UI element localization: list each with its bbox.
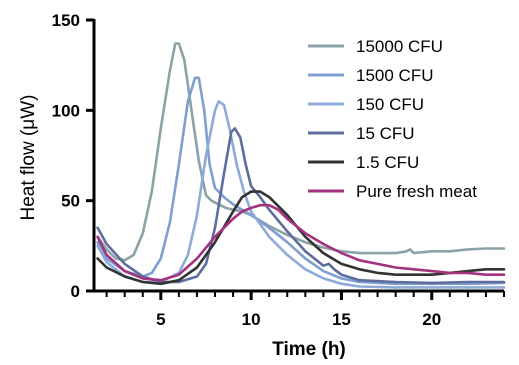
y-axis-title: Heat flow (μW)	[18, 94, 39, 220]
series-line-5	[96, 203, 506, 282]
series-line-1	[96, 76, 506, 286]
x-tick-label: 5	[156, 310, 165, 329]
y-tick-label: 50	[61, 192, 80, 211]
legend: 15000 CFU 1500 CFU 150 CFU 15 CFU 1.5 CFU Pur…	[308, 37, 477, 201]
y-tick-label: 100	[52, 101, 80, 120]
tick-labels: 0 50 100 150 5 10 15 20	[52, 11, 442, 329]
legend-label: 150 CFU	[356, 95, 424, 114]
legend-label: 1.5 CFU	[356, 153, 419, 172]
y-tick-label: 150	[52, 11, 80, 30]
legend-label: 15 CFU	[356, 124, 415, 143]
series-line-4	[96, 190, 506, 286]
x-axis-title: Time (h)	[272, 339, 346, 360]
x-tick-label: 10	[242, 310, 261, 329]
ticks	[86, 18, 505, 300]
legend-label: 1500 CFU	[356, 66, 433, 85]
series-layer	[96, 42, 506, 289]
series-line-0	[96, 42, 506, 262]
x-tick-label: 20	[422, 310, 441, 329]
x-tick-label: 15	[332, 310, 351, 329]
legend-label: 15000 CFU	[356, 37, 443, 56]
y-tick-label: 0	[71, 282, 80, 301]
legend-label: Pure fresh meat	[356, 182, 477, 201]
